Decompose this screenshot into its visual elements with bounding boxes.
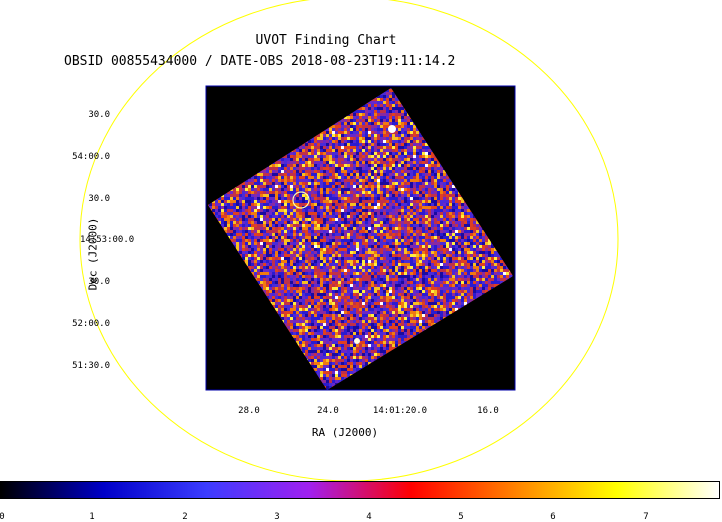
colorbar	[0, 481, 720, 499]
bright-source	[354, 338, 360, 344]
chart-subtitle: OBSID 00855434000 / DATE-OBS 2018-08-23T…	[64, 54, 455, 69]
y-tick-label: 52:00.0	[0, 319, 110, 329]
x-tick-label: 28.0	[238, 406, 260, 416]
x-tick-label: 14:01:20.0	[373, 406, 427, 416]
chart-title: UVOT Finding Chart	[0, 33, 652, 48]
y-tick-label: 54:00.0	[0, 152, 110, 162]
x-tick-label: 16.0	[477, 406, 499, 416]
y-axis-label: Dec (J2000)	[87, 218, 100, 291]
y-tick-label: 30.0	[0, 110, 110, 120]
x-axis-label: RA (J2000)	[312, 426, 378, 439]
bright-star	[388, 125, 396, 133]
y-tick-label: 51:30.0	[0, 361, 110, 371]
y-tick-label: 30.0	[0, 194, 110, 204]
x-tick-label: 24.0	[317, 406, 339, 416]
